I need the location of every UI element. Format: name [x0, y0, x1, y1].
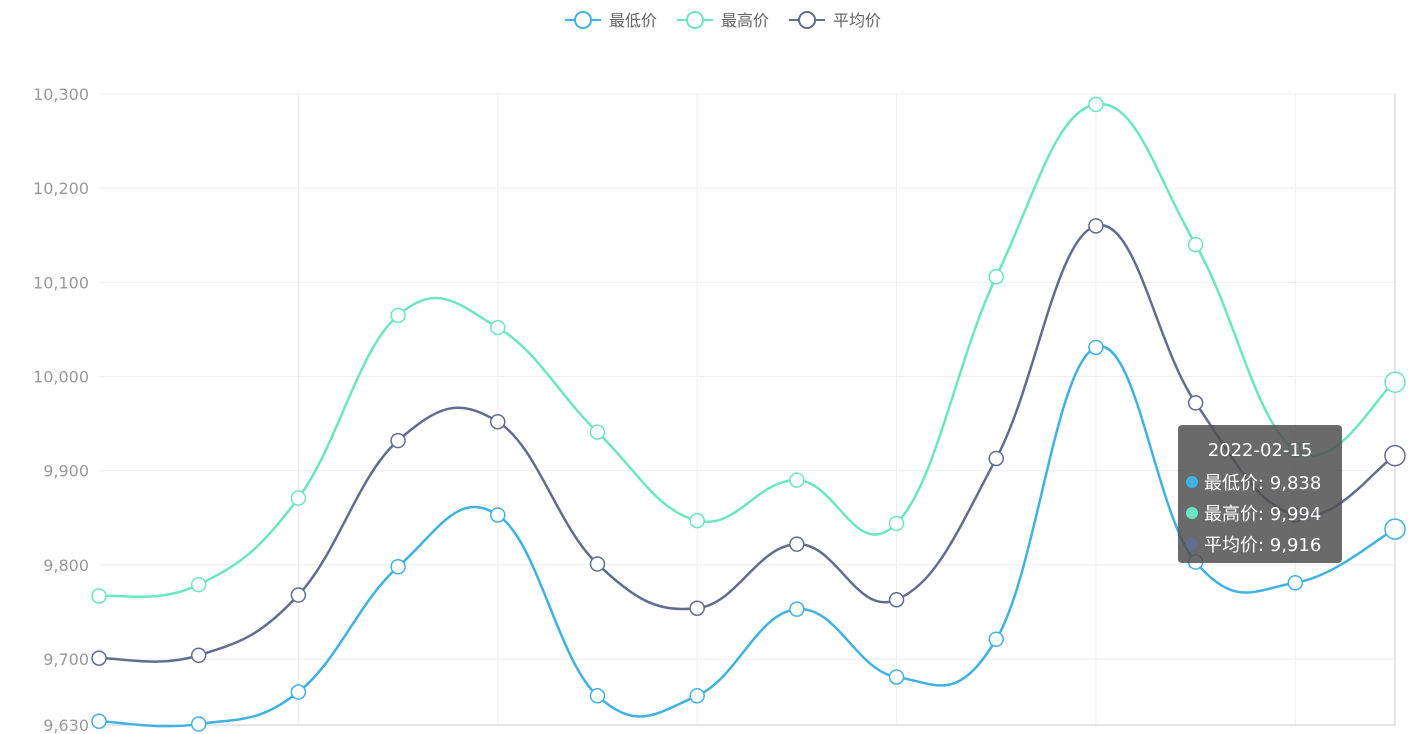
data-point [689, 688, 705, 704]
data-point [91, 713, 107, 729]
y-tick-label: 9,630 [43, 716, 89, 734]
data-point [789, 601, 805, 617]
data-point [988, 450, 1004, 467]
data-point [190, 716, 207, 732]
data-point [490, 413, 506, 430]
tooltip-row: 平均价: 9,916 [1186, 528, 1334, 559]
data-point [190, 647, 207, 664]
y-tick-label: 10,100 [33, 273, 89, 292]
data-point [490, 507, 506, 523]
tooltip-title: 2022-02-15 [1207, 440, 1313, 461]
data-point [988, 631, 1004, 648]
data-point [91, 588, 107, 604]
y-tick-label: 10,000 [33, 368, 89, 387]
data-point [988, 268, 1004, 285]
y-tick-label: 9,800 [43, 556, 89, 575]
data-point [1088, 218, 1104, 234]
data-point [290, 684, 307, 700]
data-point [1287, 575, 1304, 591]
y-tick-label: 9,900 [43, 462, 89, 481]
data-point [190, 576, 207, 593]
tooltip-label: 最高价: 9,994 [1204, 503, 1322, 525]
series-line [98, 345, 1396, 728]
data-point [1384, 444, 1406, 467]
data-point [589, 688, 606, 704]
data-point [1384, 518, 1406, 540]
data-point [689, 512, 705, 529]
data-point [1088, 339, 1104, 356]
tooltip-marker [1186, 506, 1198, 519]
legend-label: 最高价 [721, 11, 769, 30]
data-point [789, 536, 805, 552]
legend-icon [574, 11, 592, 29]
data-point [290, 490, 307, 506]
data-point [1384, 371, 1406, 393]
data-point [1187, 236, 1204, 253]
legend-icon [686, 11, 705, 29]
data-point [1088, 96, 1104, 113]
tooltip-label: 最低价: 9,838 [1204, 472, 1322, 494]
tooltip-marker [1186, 537, 1198, 550]
data-point [1187, 395, 1204, 411]
legend-label: 最低价 [609, 11, 657, 30]
data-point [290, 587, 307, 603]
data-point [888, 669, 905, 685]
data-point [888, 515, 905, 532]
data-point [91, 650, 107, 666]
data-point [390, 559, 406, 575]
tooltip-row: 最高价: 9,994 [1186, 497, 1334, 528]
tooltip: 2022-02-15 最低价: 9,838 最高价: 9,994 平均价: 9,91… [1178, 425, 1342, 563]
tooltip-marker [1186, 475, 1198, 488]
legend-icon [798, 11, 817, 29]
data-point [888, 591, 905, 608]
data-point [689, 600, 705, 616]
y-tick-label: 10,200 [33, 179, 89, 198]
y-tick-label: 9,700 [43, 650, 89, 669]
tooltip-row: 最低价: 9,838 [1186, 466, 1334, 497]
data-point [789, 472, 805, 488]
data-point [490, 319, 506, 336]
y-tick-label: 10,300 [33, 85, 89, 104]
data-point [589, 556, 606, 572]
data-point [390, 432, 406, 449]
tooltip-label: 平均价: 9,916 [1204, 534, 1322, 556]
data-point [390, 307, 406, 324]
data-point [589, 424, 606, 440]
legend-label: 平均价 [833, 11, 881, 30]
